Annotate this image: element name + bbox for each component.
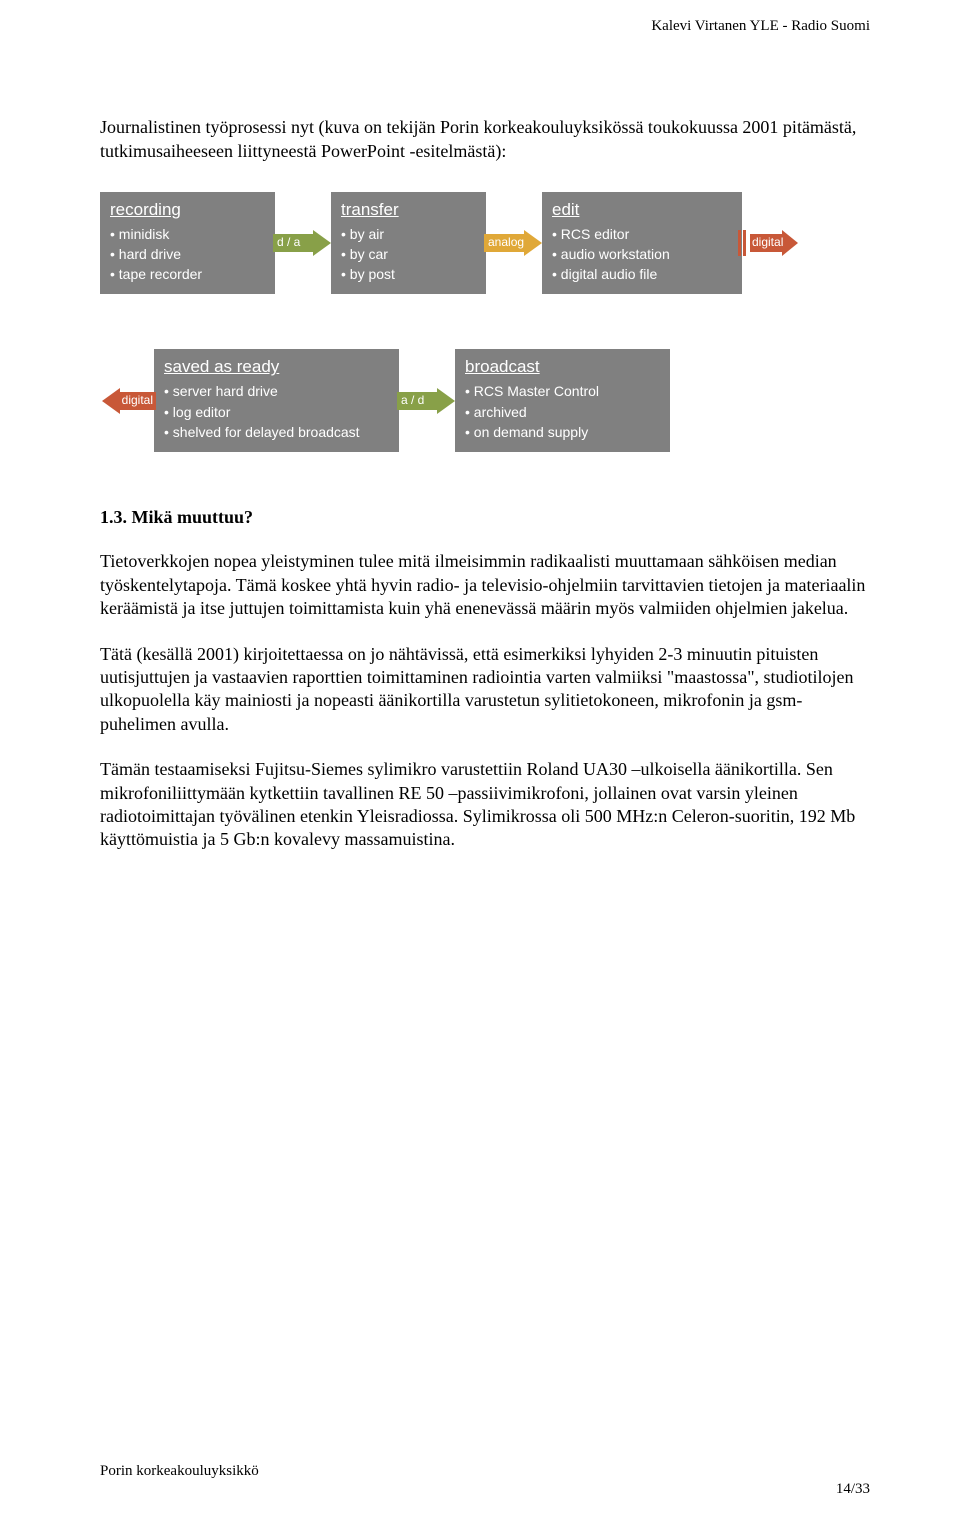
block-item: • by post [341, 264, 476, 284]
arrow-label: analog [488, 235, 524, 249]
arrow-label: a / d [401, 393, 424, 407]
block-item: • shelved for delayed broadcast [164, 422, 389, 442]
diagram-row-1: recording • minidisk• hard drive• tape re… [100, 192, 860, 295]
block-title: broadcast [465, 357, 660, 377]
arrow-label: digital [752, 235, 783, 249]
arrow-label: digital [122, 393, 153, 407]
diagram-block: broadcast • RCS Master Control• archived•… [455, 349, 670, 452]
arrow-right-icon: digital [740, 230, 800, 256]
block-item: • log editor [164, 402, 389, 422]
diagram-block: recording • minidisk• hard drive• tape re… [100, 192, 275, 295]
block-item: • hard drive [110, 244, 265, 264]
diagram-block: edit • RCS editor• audio workstation• dig… [542, 192, 742, 295]
arrow-right-icon: analog [484, 230, 544, 256]
block-item: • archived [465, 402, 660, 422]
block-item: • audio workstation [552, 244, 732, 264]
header-author: Kalevi Virtanen YLE - Radio Suomi [651, 18, 870, 35]
block-item: • tape recorder [110, 264, 265, 284]
block-title: transfer [341, 200, 476, 220]
block-item: • by air [341, 224, 476, 244]
arrow-right-icon: d / a [273, 230, 333, 256]
paragraph-2: Tätä (kesällä 2001) kirjoitettaessa on j… [100, 643, 870, 737]
block-title: edit [552, 200, 732, 220]
footer-page-number: 14/33 [836, 1481, 870, 1498]
section-heading: 1.3. Mikä muuttuu? [100, 507, 870, 528]
arrow-label: d / a [277, 235, 300, 249]
footer-left: Porin korkeakouluyksikkö [100, 1463, 259, 1480]
diagram-block: transfer • by air• by car• by post [331, 192, 486, 295]
block-item: • RCS editor [552, 224, 732, 244]
arrow-left-icon: digital [100, 388, 156, 414]
workflow-diagram: recording • minidisk• hard drive• tape re… [100, 192, 860, 453]
block-item: • on demand supply [465, 422, 660, 442]
block-title: saved as ready [164, 357, 389, 377]
paragraph-3: Tämän testaamiseksi Fujitsu-Siemes sylim… [100, 758, 870, 852]
paragraph-1: Tietoverkkojen nopea yleistyminen tulee … [100, 550, 870, 620]
diagram-row-2: digital saved as ready • server hard drive… [100, 349, 860, 452]
block-item: • server hard drive [164, 381, 389, 401]
block-item: • by car [341, 244, 476, 264]
arrow-right-icon: a / d [397, 388, 457, 414]
block-item: • digital audio file [552, 264, 732, 284]
block-item: • RCS Master Control [465, 381, 660, 401]
block-title: recording [110, 200, 265, 220]
intro-text: Journalistinen työprosessi nyt (kuva on … [100, 115, 870, 164]
diagram-block: saved as ready • server hard drive• log e… [154, 349, 399, 452]
block-item: • minidisk [110, 224, 265, 244]
